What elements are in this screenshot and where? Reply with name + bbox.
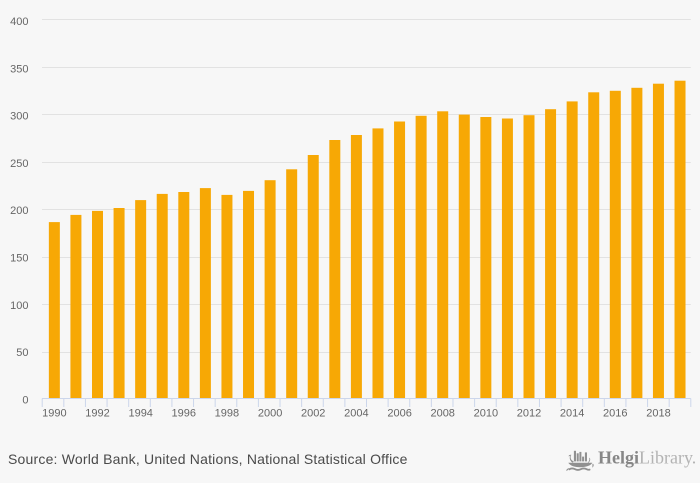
svg-text:2016: 2016 [603, 408, 627, 420]
svg-text:2010: 2010 [474, 408, 498, 420]
svg-text:Library.: Library. [639, 448, 696, 468]
svg-text:2000: 2000 [258, 408, 282, 420]
svg-text:2004: 2004 [344, 408, 368, 420]
svg-text:100: 100 [10, 300, 28, 312]
svg-text:1996: 1996 [172, 408, 196, 420]
svg-text:50: 50 [16, 347, 28, 359]
svg-text:1994: 1994 [128, 408, 152, 420]
svg-text:2014: 2014 [560, 408, 584, 420]
svg-text:250: 250 [10, 158, 28, 170]
svg-text:400: 400 [10, 16, 28, 28]
svg-text:350: 350 [10, 63, 28, 75]
svg-text:2008: 2008 [430, 408, 454, 420]
svg-text:1990: 1990 [42, 408, 66, 420]
svg-text:300: 300 [10, 111, 28, 123]
svg-text:Helgi: Helgi [598, 448, 639, 468]
svg-text:0: 0 [22, 394, 28, 406]
svg-text:2002: 2002 [301, 408, 325, 420]
svg-text:1998: 1998 [215, 408, 239, 420]
svg-text:150: 150 [10, 253, 28, 265]
svg-text:1992: 1992 [85, 408, 109, 420]
svg-text:2012: 2012 [517, 408, 541, 420]
svg-text:200: 200 [10, 205, 28, 217]
svg-text:2006: 2006 [387, 408, 411, 420]
svg-text:2018: 2018 [646, 408, 670, 420]
